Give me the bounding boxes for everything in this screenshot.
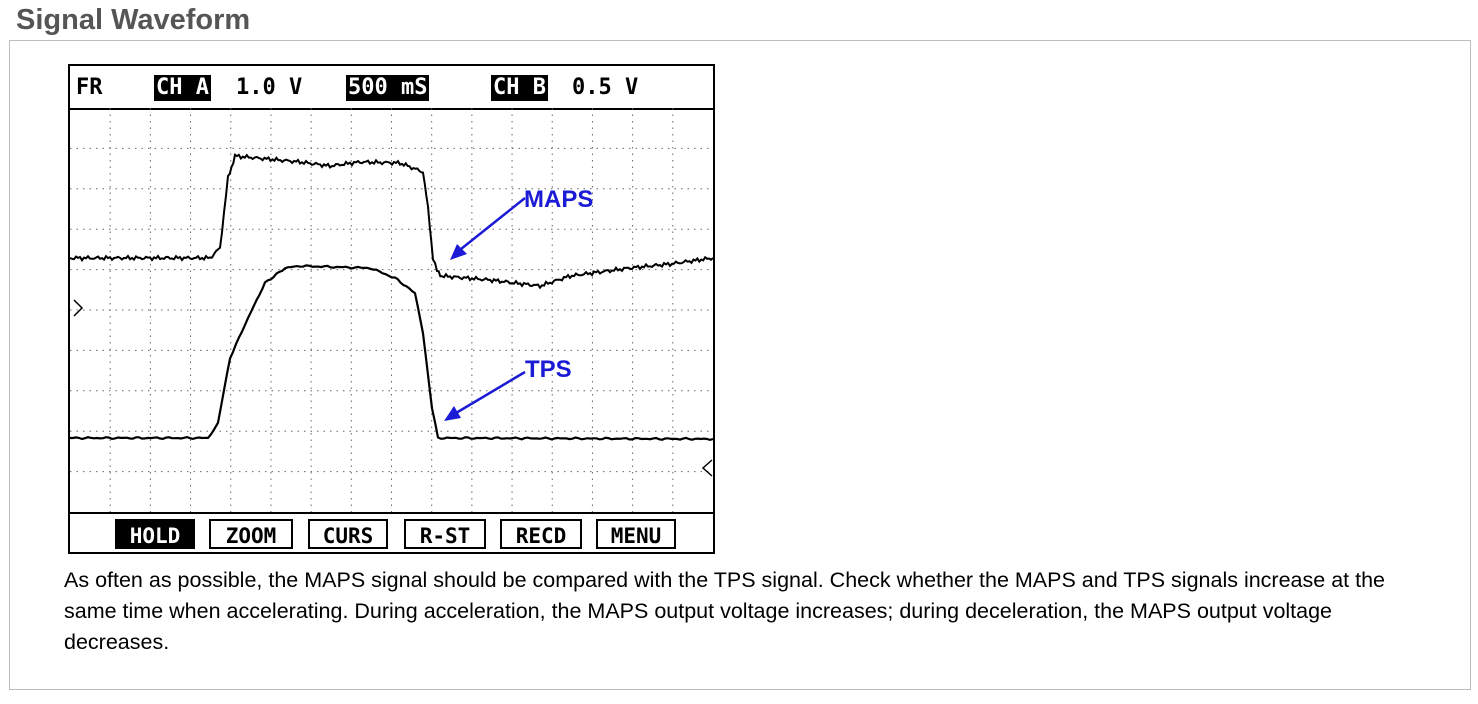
menu-button[interactable]: MENU — [596, 519, 676, 549]
waveform-plot — [70, 108, 713, 512]
description-text: As often as possible, the MAPS signal sh… — [64, 568, 1385, 654]
cursor-button[interactable]: CURS — [308, 519, 388, 549]
plot-grid — [70, 108, 713, 512]
tps-annotation: TPS — [525, 356, 572, 383]
oscilloscope-screen: FR CH A 1.0 V 500 mS CH B 0.5 V MAPS TPS… — [68, 64, 715, 554]
channel-a-scale: 1.0 V — [236, 75, 303, 100]
channel-a-label: CH A — [154, 75, 211, 101]
maps-annotation: MAPS — [524, 186, 594, 213]
timebase-label: 500 mS — [346, 75, 430, 101]
maps-arrow — [455, 197, 526, 254]
maps-waveform-trace — [70, 153, 713, 290]
channel-a-marker-icon — [73, 299, 84, 317]
content-frame — [9, 40, 1471, 690]
hold-button[interactable]: HOLD — [115, 519, 195, 549]
maps-arrow-head-icon — [450, 244, 467, 260]
mode-indicator: FR — [76, 75, 103, 100]
tps-arrow — [450, 370, 526, 418]
zoom-button[interactable]: ZOOM — [209, 519, 293, 549]
channel-b-marker-icon — [701, 459, 713, 477]
tps-arrow-head-icon — [444, 406, 461, 421]
scope-header: FR CH A 1.0 V 500 mS CH B 0.5 V — [70, 66, 713, 110]
channel-b-label: CH B — [491, 75, 548, 101]
channel-b-scale: 0.5 V — [572, 75, 639, 100]
scope-menu-bar: HOLD ZOOM CURS R-ST RECD MENU — [70, 512, 713, 554]
page-title: Signal Waveform — [16, 4, 251, 36]
reset-button[interactable]: R-ST — [404, 519, 486, 549]
record-button[interactable]: RECD — [500, 519, 582, 549]
tps-waveform-trace — [70, 264, 713, 442]
